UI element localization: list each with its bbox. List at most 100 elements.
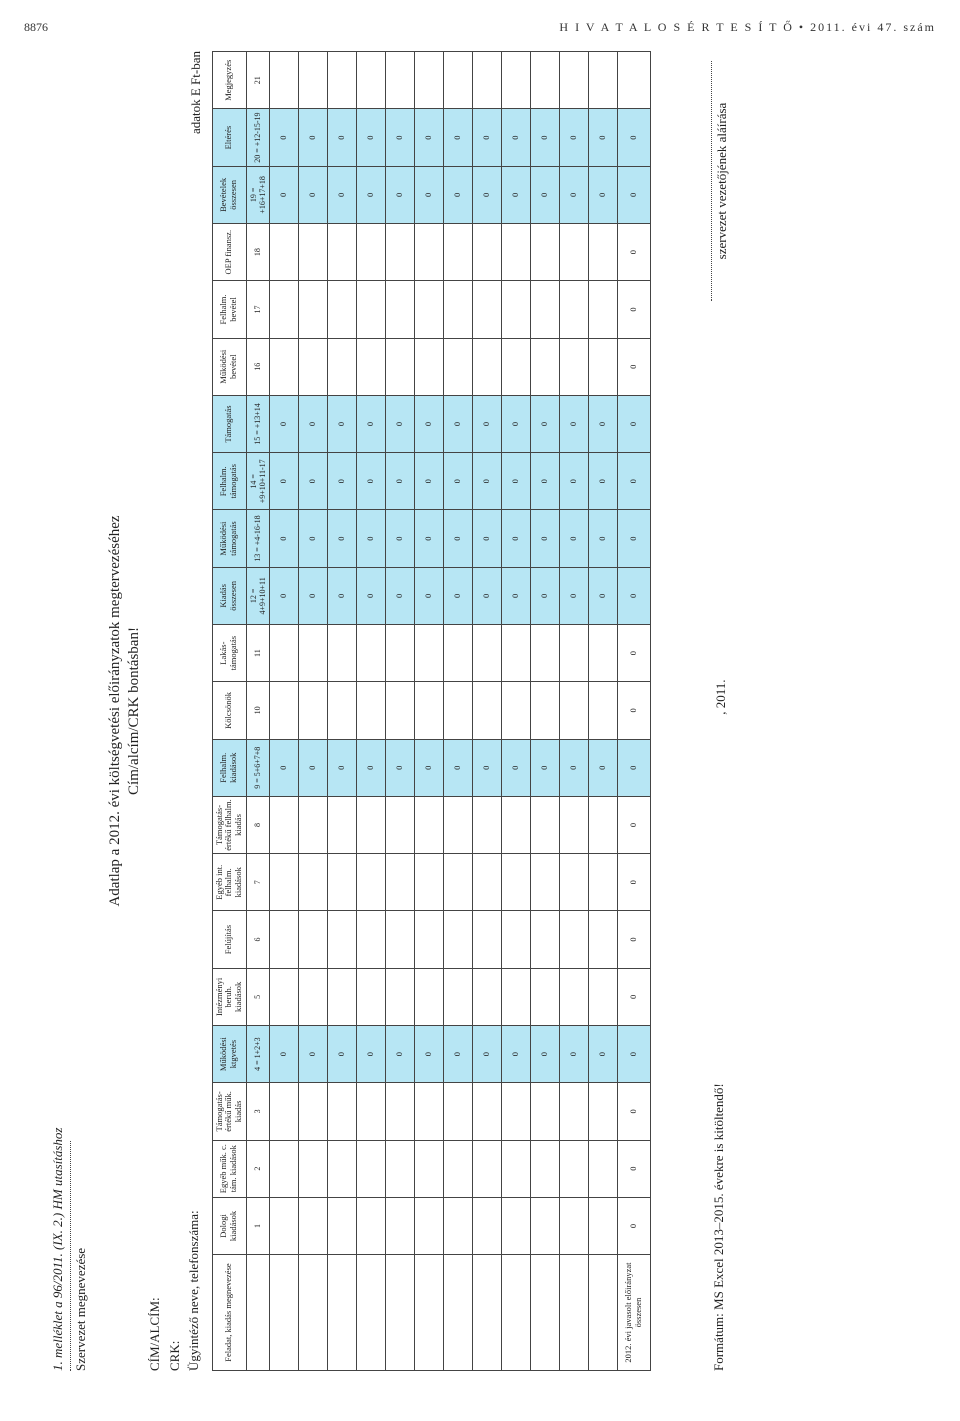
table-cell: 0 [560, 509, 589, 566]
table-cell [270, 51, 299, 108]
table-cell [502, 910, 531, 967]
table-cell [357, 1140, 386, 1197]
table-cell: 0 [618, 910, 651, 967]
table-cell: 0 [473, 567, 502, 624]
table-cell: 0 [386, 108, 415, 165]
col-formula: 21 [246, 51, 269, 108]
table-cell [560, 796, 589, 853]
table-cell: 0 [444, 509, 473, 566]
table-cell: 0 [618, 108, 651, 165]
table-cell [502, 624, 531, 681]
table-formula-row: 1234 = 1+2+356789 = 5+6+7+8101112 = 4+9+… [246, 51, 269, 1370]
table-cell [473, 1254, 502, 1370]
table-cell [444, 853, 473, 910]
table-cell [328, 853, 357, 910]
table-cell [386, 1140, 415, 1197]
col-formula: 9 = 5+6+7+8 [246, 739, 269, 796]
table-cell [444, 796, 473, 853]
table-cell [386, 1197, 415, 1254]
table-cell: 0 [357, 395, 386, 452]
footer-row: Formátum: MS Excel 2013–2015. évekre is … [711, 51, 730, 1371]
table-cell: 0 [444, 395, 473, 452]
table-cell [502, 223, 531, 280]
table-row: 00000000 [531, 51, 560, 1370]
table-cell [299, 1197, 328, 1254]
table-cell: 0 [386, 452, 415, 509]
table-cell: 0 [270, 739, 299, 796]
table-cell: 0 [618, 1197, 651, 1254]
table-cell [473, 624, 502, 681]
table-cell [473, 1140, 502, 1197]
table-cell [299, 338, 328, 395]
table-cell: 0 [328, 395, 357, 452]
table-cell [444, 1254, 473, 1370]
table-cell [328, 796, 357, 853]
table-row: 00000000 [328, 51, 357, 1370]
table-cell [502, 1254, 531, 1370]
fields-row: CÍM/ALCÍM: CRK: Ügyintéző neve, telefons… [145, 51, 204, 1371]
table-cell [473, 910, 502, 967]
table-cell: 0 [502, 739, 531, 796]
table-cell: 0 [386, 1025, 415, 1082]
table-cell: 0 [386, 166, 415, 223]
table-cell [531, 681, 560, 738]
table-cell: 0 [531, 452, 560, 509]
table-row: 00000000 [415, 51, 444, 1370]
table-cell: 0 [270, 1025, 299, 1082]
table-cell: 0 [502, 509, 531, 566]
table-cell: 0 [386, 567, 415, 624]
table-cell: 0 [270, 452, 299, 509]
table-cell: 0 [357, 509, 386, 566]
table-cell: 0 [560, 108, 589, 165]
table-cell [531, 1254, 560, 1370]
table-cell [270, 1254, 299, 1370]
table-cell [560, 223, 589, 280]
table-cell [502, 1140, 531, 1197]
date-text: , 2011. [713, 597, 729, 797]
table-cell [299, 796, 328, 853]
table-cell [531, 1082, 560, 1139]
col-formula: 11 [246, 624, 269, 681]
table-cell [444, 223, 473, 280]
table-cell [299, 910, 328, 967]
table-row: 00000000 [299, 51, 328, 1370]
table-row: 00000000 [270, 51, 299, 1370]
table-cell [415, 51, 444, 108]
table-cell [386, 280, 415, 337]
table-cell: 0 [531, 739, 560, 796]
table-cell: 0 [618, 567, 651, 624]
col-header: Feladat, kiadás megnevezése [212, 1254, 246, 1370]
table-cell: 0 [415, 166, 444, 223]
table-cell [502, 1082, 531, 1139]
table-cell: 0 [618, 223, 651, 280]
table-cell [560, 968, 589, 1025]
table-cell: 0 [560, 1025, 589, 1082]
table-cell: 0 [415, 395, 444, 452]
table-cell [560, 338, 589, 395]
table-cell: 0 [357, 108, 386, 165]
table-cell: 0 [415, 509, 444, 566]
table-cell: 0 [589, 108, 618, 165]
table-cell: 0 [473, 395, 502, 452]
col-header: Eltérés [212, 108, 246, 165]
col-header: OEP finansz. [212, 223, 246, 280]
col-header: Felhalm. támogatás [212, 452, 246, 509]
table-cell: 0 [589, 509, 618, 566]
table-cell: 0 [589, 452, 618, 509]
table-cell: 0 [618, 681, 651, 738]
table-cell: 0 [444, 739, 473, 796]
table-cell: 0 [502, 567, 531, 624]
table-cell [618, 51, 651, 108]
table-cell [270, 1197, 299, 1254]
table-cell [415, 681, 444, 738]
table-cell [415, 796, 444, 853]
table-cell: 0 [618, 796, 651, 853]
units-label: adatok E Ft-ban [188, 51, 204, 134]
table-cell: 0 [328, 452, 357, 509]
table-cell: 0 [444, 1025, 473, 1082]
table-cell [357, 681, 386, 738]
table-cell [589, 51, 618, 108]
table-cell: 0 [299, 166, 328, 223]
table-cell [473, 280, 502, 337]
table-cell [531, 796, 560, 853]
